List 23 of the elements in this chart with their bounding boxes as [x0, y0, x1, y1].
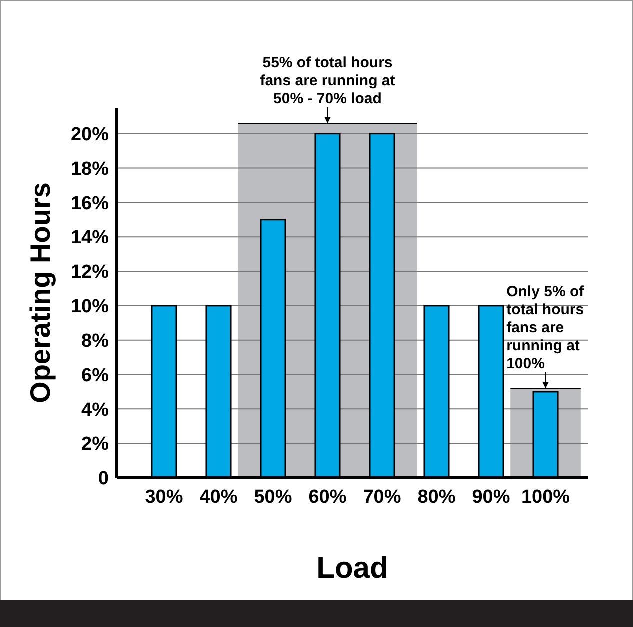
y-tick-label: 10%: [70, 296, 110, 318]
y-tick-label: 0: [98, 468, 109, 490]
x-tick-label: 50%: [254, 487, 292, 508]
annotation: 55% of total hours fans are running at 50% - 70% load: [260, 54, 396, 108]
x-tick-label: 90%: [472, 487, 510, 508]
y-axis-title: Operating Hours: [25, 182, 56, 404]
x-tick-label: 30%: [145, 487, 184, 508]
y-tick-label: 18%: [70, 158, 110, 180]
x-tick-label: 70%: [363, 487, 402, 508]
x-tick-label: 40%: [200, 487, 238, 508]
x-tick-label: 60%: [308, 487, 347, 508]
y-tick-label: 8%: [82, 330, 110, 352]
x-tick-label: 80%: [418, 487, 456, 508]
y-tick-label: 6%: [82, 365, 110, 386]
y-tick-label: 2%: [82, 434, 110, 456]
y-tick-label: 20%: [70, 124, 110, 146]
y-tick-label: 4%: [82, 400, 110, 421]
x-tick-label: 100%: [521, 487, 570, 508]
annotation: Only 5% of total hours fans are running at 100%: [506, 284, 586, 373]
y-tick-label: 12%: [70, 262, 110, 284]
y-tick-label: 16%: [70, 193, 110, 214]
y-tick-label: 14%: [70, 228, 110, 249]
x-axis-title: Load: [316, 552, 388, 585]
